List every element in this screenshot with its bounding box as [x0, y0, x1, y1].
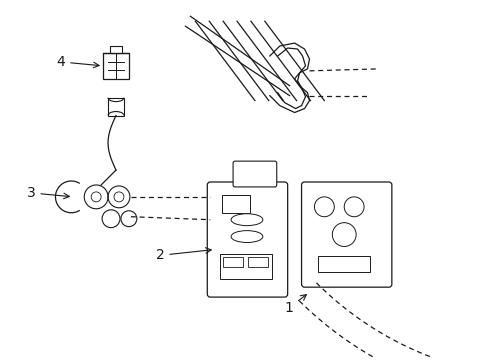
FancyBboxPatch shape	[207, 182, 287, 297]
FancyBboxPatch shape	[233, 161, 276, 187]
Bar	[223, 257, 243, 267]
Text: 3: 3	[27, 186, 69, 200]
Text: 1: 1	[284, 294, 305, 315]
Ellipse shape	[231, 214, 263, 226]
Bar	[318, 256, 369, 272]
Bar	[247, 257, 267, 267]
Bar	[110, 46, 122, 53]
Bar	[222, 195, 249, 213]
Bar	[220, 255, 271, 279]
Bar	[108, 98, 123, 116]
Text: 2: 2	[155, 248, 211, 262]
Bar	[103, 53, 129, 79]
Ellipse shape	[231, 231, 263, 243]
Text: 4: 4	[56, 55, 99, 69]
FancyBboxPatch shape	[301, 182, 391, 287]
